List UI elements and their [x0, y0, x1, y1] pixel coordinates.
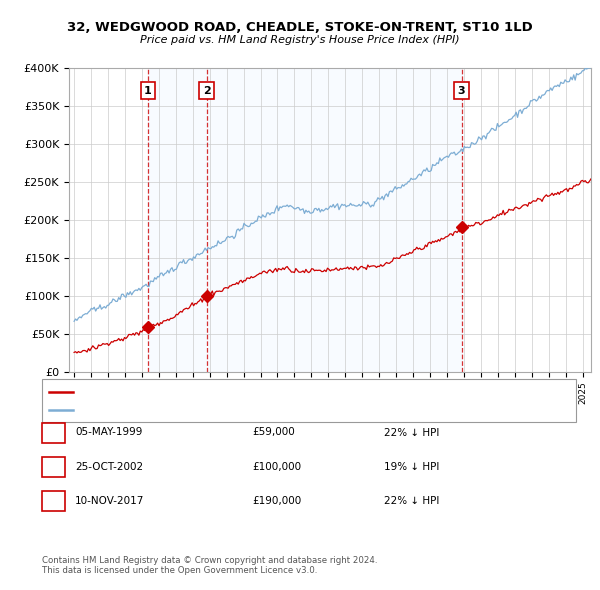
- Text: Price paid vs. HM Land Registry's House Price Index (HPI): Price paid vs. HM Land Registry's House …: [140, 35, 460, 45]
- Text: 05-MAY-1999: 05-MAY-1999: [75, 428, 142, 437]
- Text: 1: 1: [50, 428, 57, 437]
- Text: 22% ↓ HPI: 22% ↓ HPI: [384, 428, 439, 437]
- Text: HPI: Average price, detached house, Staffordshire Moorlands: HPI: Average price, detached house, Staf…: [78, 405, 367, 414]
- Text: 2: 2: [203, 86, 211, 96]
- Text: £100,000: £100,000: [252, 462, 301, 471]
- Bar: [148, 68, 461, 372]
- Text: 25-OCT-2002: 25-OCT-2002: [75, 462, 143, 471]
- Text: £59,000: £59,000: [252, 428, 295, 437]
- Text: 2: 2: [50, 462, 57, 471]
- Text: 19% ↓ HPI: 19% ↓ HPI: [384, 462, 439, 471]
- Text: 22% ↓ HPI: 22% ↓ HPI: [384, 496, 439, 506]
- Text: Contains HM Land Registry data © Crown copyright and database right 2024.
This d: Contains HM Land Registry data © Crown c…: [42, 556, 377, 575]
- Text: £190,000: £190,000: [252, 496, 301, 506]
- Text: 1: 1: [144, 86, 152, 96]
- Text: 32, WEDGWOOD ROAD, CHEADLE, STOKE-ON-TRENT, ST10 1LD (detached house): 32, WEDGWOOD ROAD, CHEADLE, STOKE-ON-TRE…: [78, 388, 465, 396]
- Text: 10-NOV-2017: 10-NOV-2017: [75, 496, 145, 506]
- Text: 3: 3: [458, 86, 466, 96]
- Text: 32, WEDGWOOD ROAD, CHEADLE, STOKE-ON-TRENT, ST10 1LD: 32, WEDGWOOD ROAD, CHEADLE, STOKE-ON-TRE…: [67, 21, 533, 34]
- Text: 3: 3: [50, 496, 57, 506]
